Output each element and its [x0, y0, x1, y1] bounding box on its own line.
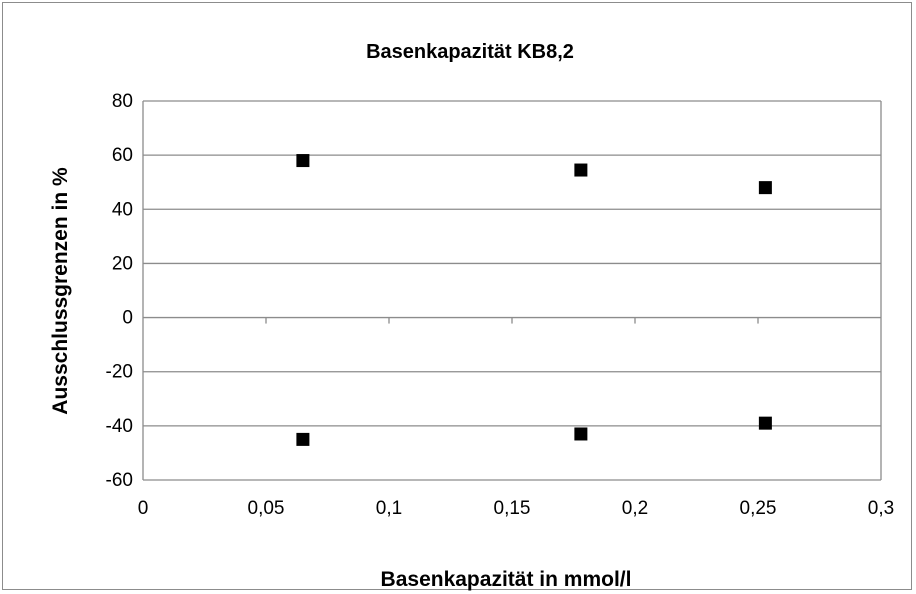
y-tick-label: -20 [106, 362, 133, 383]
data-point [574, 163, 588, 177]
y-tick-label: 0 [122, 308, 133, 329]
x-tick-label: 0,05 [248, 498, 285, 519]
x-tick-label: 0,1 [376, 498, 402, 519]
y-axis-label: Ausschlussgrenzen in % [49, 167, 72, 415]
data-point [758, 181, 772, 195]
y-tick-label: 80 [112, 91, 133, 112]
data-point [296, 154, 310, 168]
y-tick-label: -60 [106, 470, 133, 491]
y-tick-label: 20 [112, 253, 133, 274]
y-tick-label: -40 [106, 416, 133, 437]
chart-title: Basenkapazität KB8,2 [366, 41, 574, 63]
x-tick-label: 0,3 [868, 498, 894, 519]
axes [142, 101, 882, 480]
data-points [296, 154, 772, 446]
x-tick-label: 0,15 [494, 498, 531, 519]
y-tick-label: 60 [112, 145, 133, 166]
data-point [758, 416, 772, 430]
x-tick-label: 0,25 [740, 498, 777, 519]
x-tick-label: 0,2 [622, 498, 648, 519]
x-tick-label: 0 [138, 498, 149, 519]
data-point [574, 427, 588, 441]
data-point [296, 432, 310, 446]
y-tick-label: 40 [112, 199, 133, 220]
x-axis-label: Basenkapazität in mmol/l [381, 568, 632, 591]
